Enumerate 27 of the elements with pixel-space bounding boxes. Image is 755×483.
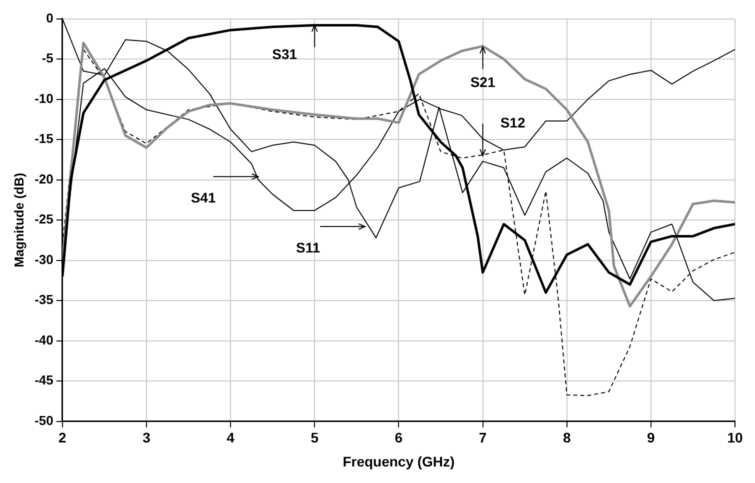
- y-tick-label: -35: [34, 292, 54, 308]
- y-tick-label: -25: [34, 212, 54, 227]
- y-tick-label: -20: [34, 171, 54, 186]
- x-tick-label: 9: [647, 430, 656, 446]
- annotation: S41: [190, 189, 216, 206]
- x-axis-title: Frequency (GHz): [342, 453, 455, 470]
- y-tick-label: -10: [34, 90, 54, 106]
- y-tick-label: -5: [42, 50, 54, 66]
- x-tick-label: 5: [310, 430, 319, 446]
- y-tick-label: -30: [34, 252, 54, 267]
- y-tick-label: -15: [34, 131, 54, 146]
- y-axis-title: Magnitude (dB): [11, 172, 26, 268]
- x-tick-label: 3: [142, 430, 151, 446]
- x-tick-label: 6: [394, 430, 403, 446]
- annotation: S31: [272, 46, 298, 62]
- x-tick-label: 4: [226, 430, 235, 446]
- x-tick-label: 2: [58, 430, 66, 446]
- x-tick-label: 10: [727, 430, 743, 446]
- y-tick-label: 0: [46, 10, 54, 26]
- y-tick-label: -45: [34, 372, 54, 388]
- x-tick-label: 7: [478, 430, 487, 446]
- annotation: S11: [296, 239, 320, 256]
- x-tick-label: 8: [562, 430, 571, 446]
- annotation: S12: [500, 114, 526, 131]
- y-tick-label: -50: [34, 412, 54, 428]
- y-tick-label: -40: [34, 332, 54, 348]
- annotation: S21: [470, 74, 496, 90]
